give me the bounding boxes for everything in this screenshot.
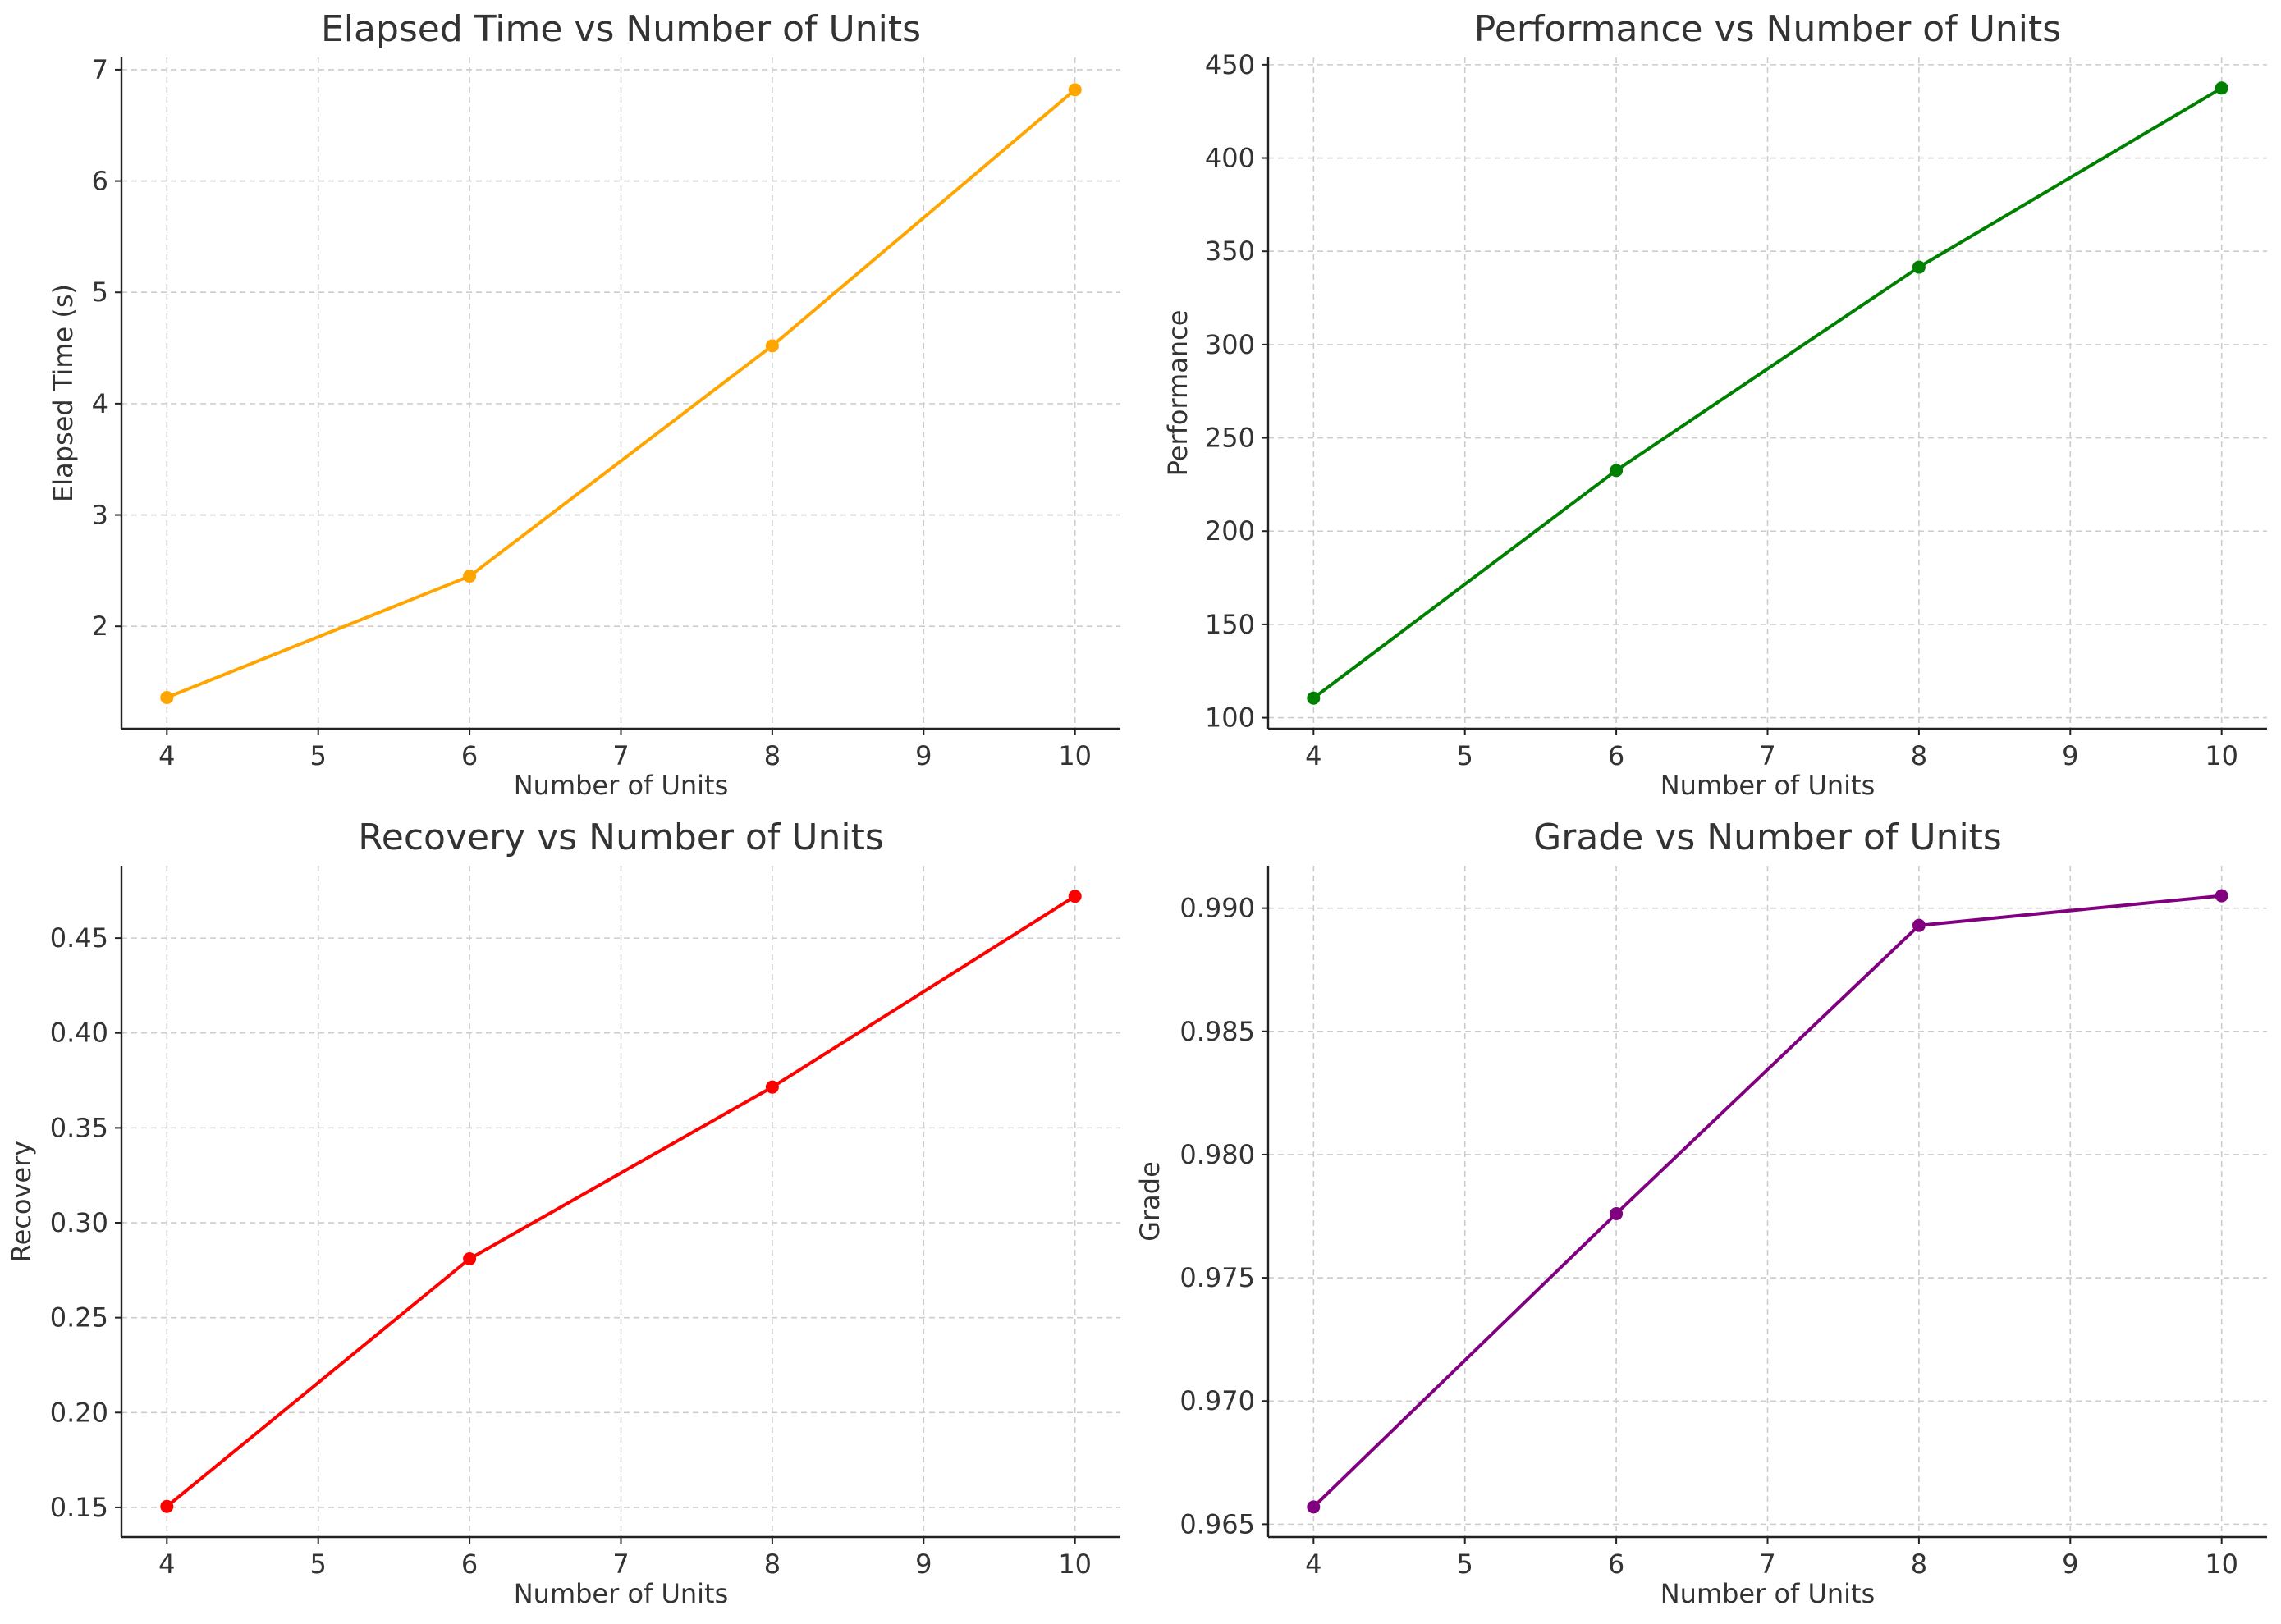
y-tick-label: 0.35 (50, 1112, 108, 1143)
chart-title: Recovery vs Number of Units (358, 817, 884, 858)
series-line (1312, 86, 2223, 700)
x-tick-label: 4 (158, 1549, 175, 1580)
data-point (765, 1080, 779, 1094)
y-tick-label: 100 (1205, 702, 1255, 734)
x-tick-label: 7 (612, 740, 629, 771)
x-tick-label: 9 (915, 740, 932, 771)
y-tick-label: 3 (92, 500, 108, 531)
y-tick-label: 0.970 (1179, 1385, 1255, 1416)
data-point (160, 1499, 174, 1513)
x-tick-label: 4 (1305, 1549, 1321, 1580)
data-point (765, 339, 779, 353)
x-tick-label: 5 (310, 1549, 327, 1580)
y-tick-label: 0.980 (1179, 1139, 1255, 1170)
y-tick-label: 0.25 (50, 1302, 108, 1334)
x-tick-label: 6 (461, 740, 478, 771)
y-axis-label: Recovery (6, 1141, 37, 1262)
x-tick-label: 5 (1457, 740, 1473, 771)
data-point (463, 1251, 477, 1265)
y-tick-label: 0.40 (50, 1018, 108, 1049)
chart-title: Elapsed Time vs Number of Units (321, 8, 921, 50)
chart-title: Grade vs Number of Units (1533, 817, 2002, 858)
data-point (2215, 889, 2228, 903)
data-point (1307, 1500, 1321, 1514)
x-tick-label: 4 (158, 740, 175, 771)
x-tick-label: 8 (764, 740, 781, 771)
y-tick-label: 0.965 (1179, 1508, 1255, 1539)
data-point (1068, 83, 1082, 97)
y-tick-label: 2 (92, 611, 108, 642)
y-tick-label: 0.20 (50, 1397, 108, 1428)
x-tick-label: 8 (1911, 740, 1927, 771)
x-axis-label: Number of Units (514, 1578, 729, 1609)
x-tick-label: 6 (1608, 1549, 1624, 1580)
grid (1268, 57, 2267, 729)
x-tick-label: 5 (1457, 1549, 1473, 1580)
y-tick-label: 0.30 (50, 1207, 108, 1238)
y-tick-label: 5 (92, 277, 108, 308)
y-tick-label: 6 (92, 166, 108, 197)
y-tick-label: 450 (1205, 49, 1255, 80)
chart-elapsed-time: Elapsed Time vs Number of Units Number o… (48, 8, 1120, 801)
y-tick-label: 250 (1205, 423, 1255, 454)
y-tick-label: 400 (1205, 143, 1255, 174)
x-tick-label: 8 (1911, 1549, 1927, 1580)
y-axis-label: Performance (1162, 310, 1193, 477)
x-tick-label: 7 (1759, 1549, 1775, 1580)
y-tick-label: 350 (1205, 236, 1255, 267)
chart-grade: Grade vs Number of Units Number of Units… (1134, 817, 2267, 1609)
x-axis-label: Number of Units (1660, 770, 1876, 801)
grid (121, 866, 1120, 1537)
y-tick-label: 0.15 (50, 1492, 108, 1523)
y-tick-label: 200 (1205, 515, 1255, 547)
data-point (1610, 464, 1624, 478)
x-tick-label: 9 (2062, 1549, 2078, 1580)
y-tick-label: 0.975 (1179, 1262, 1255, 1293)
y-tick-label: 0.990 (1179, 893, 1255, 924)
data-point (1912, 918, 1926, 932)
x-tick-label: 4 (1305, 740, 1321, 771)
data-point (1068, 890, 1082, 903)
x-axis-label: Number of Units (514, 770, 729, 801)
x-tick-label: 5 (310, 740, 327, 771)
series-line (1312, 894, 2222, 1508)
x-tick-label: 6 (1608, 740, 1624, 771)
data-point (1912, 260, 1926, 274)
y-tick-label: 7 (92, 54, 108, 85)
grid (1268, 866, 2267, 1537)
data-point (1307, 691, 1321, 705)
x-tick-label: 10 (2205, 740, 2238, 771)
chart-performance: Performance vs Number of Units Number of… (1162, 8, 2267, 801)
x-tick-label: 7 (1759, 740, 1775, 771)
y-tick-label: 300 (1205, 329, 1255, 360)
x-tick-label: 10 (2205, 1549, 2238, 1580)
data-point (160, 691, 174, 705)
x-tick-label: 9 (915, 1549, 932, 1580)
data-point (1610, 1207, 1624, 1221)
chart-recovery: Recovery vs Number of Units Number of Un… (6, 817, 1120, 1609)
y-axis-label: Elapsed Time (s) (48, 284, 79, 502)
y-tick-label: 150 (1205, 609, 1255, 640)
data-point (463, 570, 477, 583)
x-tick-label: 10 (1058, 1549, 1092, 1580)
y-tick-label: 0.985 (1179, 1016, 1255, 1047)
x-tick-label: 6 (461, 1549, 478, 1580)
series-line (166, 894, 1076, 1508)
x-tick-label: 7 (612, 1549, 629, 1580)
x-axis-label: Number of Units (1660, 1578, 1876, 1609)
y-tick-label: 0.45 (50, 922, 108, 954)
y-tick-label: 4 (92, 388, 108, 419)
series-line (166, 88, 1076, 699)
x-tick-label: 9 (2062, 740, 2078, 771)
data-point (2215, 81, 2228, 95)
grid (121, 57, 1120, 729)
chart-title: Performance vs Number of Units (1474, 8, 2061, 50)
y-axis-label: Grade (1134, 1161, 1166, 1242)
x-tick-label: 10 (1058, 740, 1092, 771)
x-tick-label: 8 (764, 1549, 781, 1580)
